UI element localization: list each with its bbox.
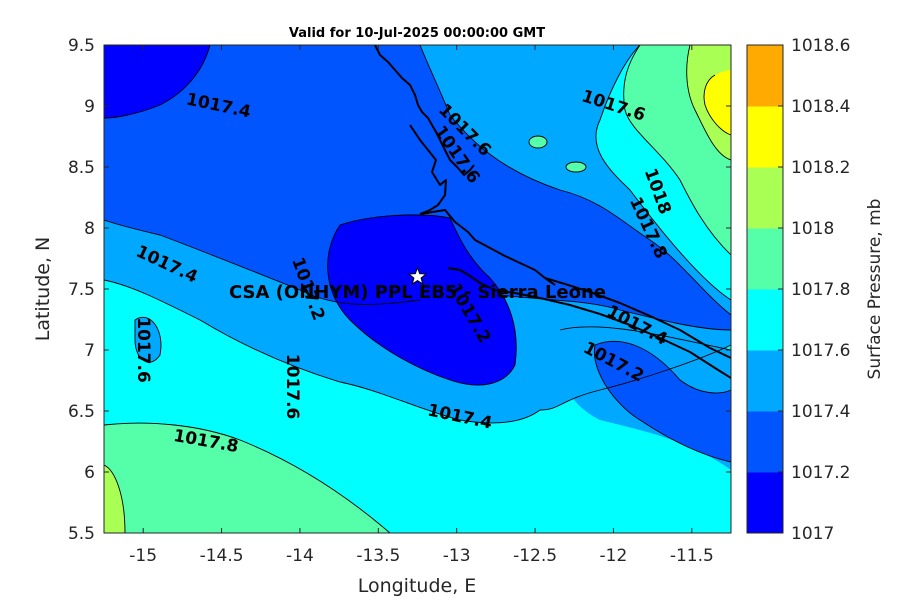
pressure-band-1018-sw	[104, 465, 125, 533]
colorbar-block	[747, 106, 783, 168]
y-tick-label: 8	[84, 219, 95, 239]
colorbar-blocks	[747, 45, 783, 534]
contour-fill	[104, 45, 731, 533]
y-tick-label: 5.5	[68, 524, 95, 544]
x-axis-label: Longitude, E	[358, 575, 477, 597]
colorbar-tick-label: 1018	[791, 219, 834, 239]
colorbar-title: Surface Pressure, mb	[865, 199, 885, 380]
y-tick-label: 7.5	[68, 280, 95, 300]
x-tick-label: -12.5	[513, 546, 557, 566]
contour-line	[134, 317, 162, 363]
colorbar-block	[747, 350, 783, 412]
colorbar-block	[747, 289, 783, 351]
x-tick-label: -15	[129, 546, 157, 566]
y-tick-label: 7	[84, 341, 95, 361]
x-tick-label: -13.5	[356, 546, 400, 566]
x-tick-label: -11.5	[670, 546, 714, 566]
contour-label: 1017.6	[282, 354, 302, 420]
contour-line	[104, 45, 211, 119]
y-tick-label: 8.5	[68, 158, 95, 178]
coastline-river	[419, 209, 556, 286]
colorbar-tick-label: 1017	[791, 524, 834, 544]
y-tick-label: 9	[84, 97, 95, 117]
colorbar-block	[747, 45, 783, 107]
pressure-band-1017.2	[104, 45, 731, 330]
coastline	[374, 45, 731, 379]
pressure-band-1017.0-nw	[104, 45, 210, 118]
contour-line	[623, 45, 731, 256]
contour-line	[419, 45, 731, 316]
contour-line	[703, 74, 731, 136]
colorbar-tick-label: 1017.2	[791, 463, 850, 483]
map-axes: 1017.4 1017.61017.61017.610181017.81017.4…	[68, 36, 732, 566]
contour-label: 1017.6	[133, 317, 153, 383]
coastline-south	[447, 267, 731, 379]
contour-line	[565, 161, 587, 173]
y-tick-label: 6.5	[68, 402, 95, 422]
pressure-band-1017.2-se	[594, 341, 731, 462]
x-tick-label: -14	[286, 546, 314, 566]
pressure-band-1018.2-ne	[704, 70, 731, 135]
coastline-north	[374, 45, 475, 176]
colorbar-tick-label: 1017.8	[791, 280, 850, 300]
colorbar-block	[747, 167, 783, 229]
colorbar-tick-label: 1018.2	[791, 158, 850, 178]
y-axis-label: Latitude, N	[32, 237, 54, 342]
site-label: CSA (ONHYM) PPL EB5 - Sierra Leone	[229, 282, 606, 303]
contour-lines	[104, 45, 731, 533]
pressure-band-1017.4-left-patch	[135, 317, 161, 363]
coastline-estuary	[409, 124, 447, 215]
map-title: Valid for 10-Jul-2025 00:00:00 GMT	[289, 26, 545, 41]
x-axis-ticks: -15 -14.5 -14 -13.5 -13 -12.5 -12 -11.5	[129, 45, 714, 566]
colorbar-tick-label: 1018.4	[791, 97, 850, 117]
colorbar-tick-label: 1017.4	[791, 402, 850, 422]
site-star-icon	[407, 266, 428, 286]
colorbar-block	[747, 472, 783, 534]
contour-line	[104, 464, 126, 533]
contour-line	[595, 45, 731, 301]
contour-line	[499, 294, 731, 331]
contour-line	[104, 422, 391, 533]
contour-line	[104, 279, 731, 424]
y-axis-ticks: 5.5 6 6.5 7 7.5 8 8.5 9 9.5	[68, 36, 731, 544]
colorbar-block	[747, 228, 783, 290]
coastline-southeast	[544, 277, 731, 359]
colorbar-tick-label: 1017.6	[791, 341, 850, 361]
x-tick-label: -14.5	[200, 546, 244, 566]
contour-line	[528, 135, 548, 149]
contour-line	[593, 344, 731, 463]
contour-line	[104, 219, 421, 305]
colorbar-block	[747, 411, 783, 473]
y-tick-label: 6	[84, 463, 95, 483]
colorbar: 1017 1017.2 1017.4 1017.6 1017.8 1018 1018.2 10…	[746, 36, 885, 544]
y-tick-label: 9.5	[68, 36, 95, 56]
site-marker: CSA (ONHYM) PPL EB5 - Sierra Leone	[229, 266, 606, 303]
x-tick-label: -12	[600, 546, 628, 566]
contour-line	[594, 340, 731, 394]
x-tick-label: -13	[443, 546, 471, 566]
pressure-band-1017.0-central	[327, 214, 517, 385]
colorbar-tick-label: 1018.6	[791, 36, 850, 56]
pressure-band-1017.8-sw	[104, 423, 390, 533]
contour-line	[327, 214, 517, 386]
colorbar-ticks: 1017 1017.2 1017.4 1017.6 1017.8 1018 1018.2 10…	[778, 36, 850, 544]
contour-line	[686, 45, 731, 161]
